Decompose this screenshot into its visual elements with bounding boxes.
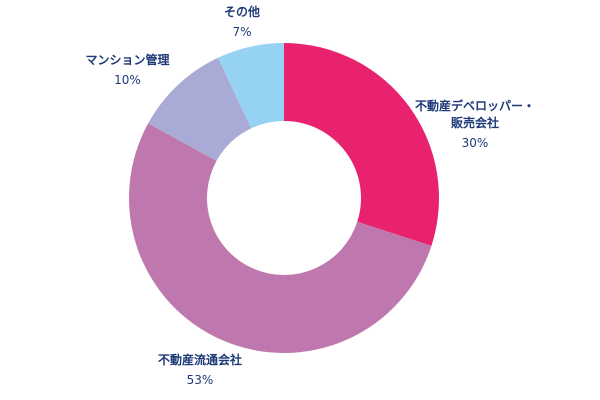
slice-name-developer-line2: 販売会社: [450, 116, 499, 130]
slice-name-condo-management: マンション管理: [85, 53, 170, 67]
slice-condo-management: [148, 57, 252, 161]
slice-developer: [284, 43, 439, 246]
slice-label-distribution: 不動産流通会社 53%: [130, 352, 270, 389]
slice-name-developer-line1: 不動産デベロッパー・: [414, 99, 535, 113]
slice-other: [218, 43, 284, 129]
slice-value-distribution: 53%: [186, 373, 214, 387]
slice-value-developer: 30%: [461, 136, 489, 150]
donut-slices: [128, 43, 439, 354]
slice-label-other: その他 7%: [202, 4, 282, 41]
slice-distribution: [128, 123, 432, 354]
slice-name-other: その他: [223, 5, 260, 19]
slice-label-condo-management: マンション管理 10%: [60, 52, 195, 89]
slice-name-distribution: 不動産流通会社: [157, 353, 242, 367]
slice-value-other: 7%: [232, 25, 252, 39]
slice-label-developer: 不動産デベロッパー・ 販売会社 30%: [400, 98, 550, 152]
slice-value-condo-management: 10%: [114, 73, 141, 87]
